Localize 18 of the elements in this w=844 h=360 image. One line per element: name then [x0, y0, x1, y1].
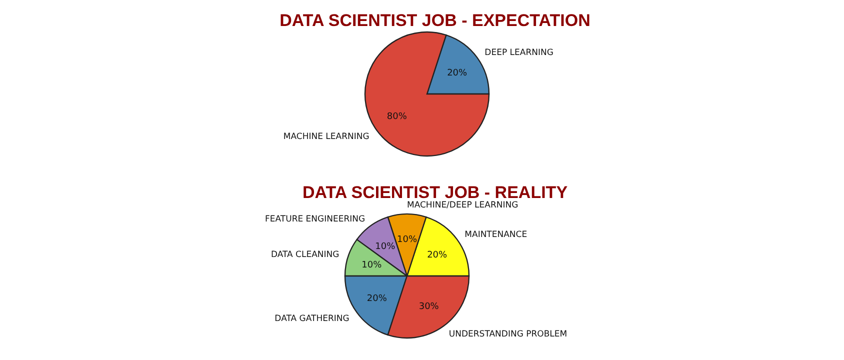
- data-label: 30%: [418, 302, 440, 312]
- slice-label: FEATURE ENGINEERING: [264, 214, 366, 224]
- slice-label: MAINTENANCE: [464, 230, 528, 240]
- slice-label: DATA CLEANING: [270, 250, 340, 260]
- data-label: 10%: [362, 260, 382, 271]
- data-label: 10%: [375, 242, 396, 252]
- slice-label: UNDERSTANDING PROBLEM: [448, 330, 568, 340]
- slice-label: MACHINE/DEEP LEARNING: [407, 200, 518, 211]
- slice-label: MACHINE LEARNING: [283, 132, 370, 142]
- data-label: 20%: [366, 294, 388, 304]
- data-label: 20%: [447, 68, 468, 78]
- chart-title: DATA SCIENTIST JOB - EXPECTATION: [280, 11, 590, 30]
- chart-title: DATA SCIENTIST JOB - REALITY: [302, 183, 568, 202]
- slice-label: DATA GATHERING: [274, 314, 350, 324]
- data-label: 20%: [427, 250, 448, 260]
- data-label: 10%: [396, 234, 418, 245]
- data-label: 80%: [386, 112, 408, 122]
- slice-label: DEEP LEARNING: [484, 48, 554, 58]
